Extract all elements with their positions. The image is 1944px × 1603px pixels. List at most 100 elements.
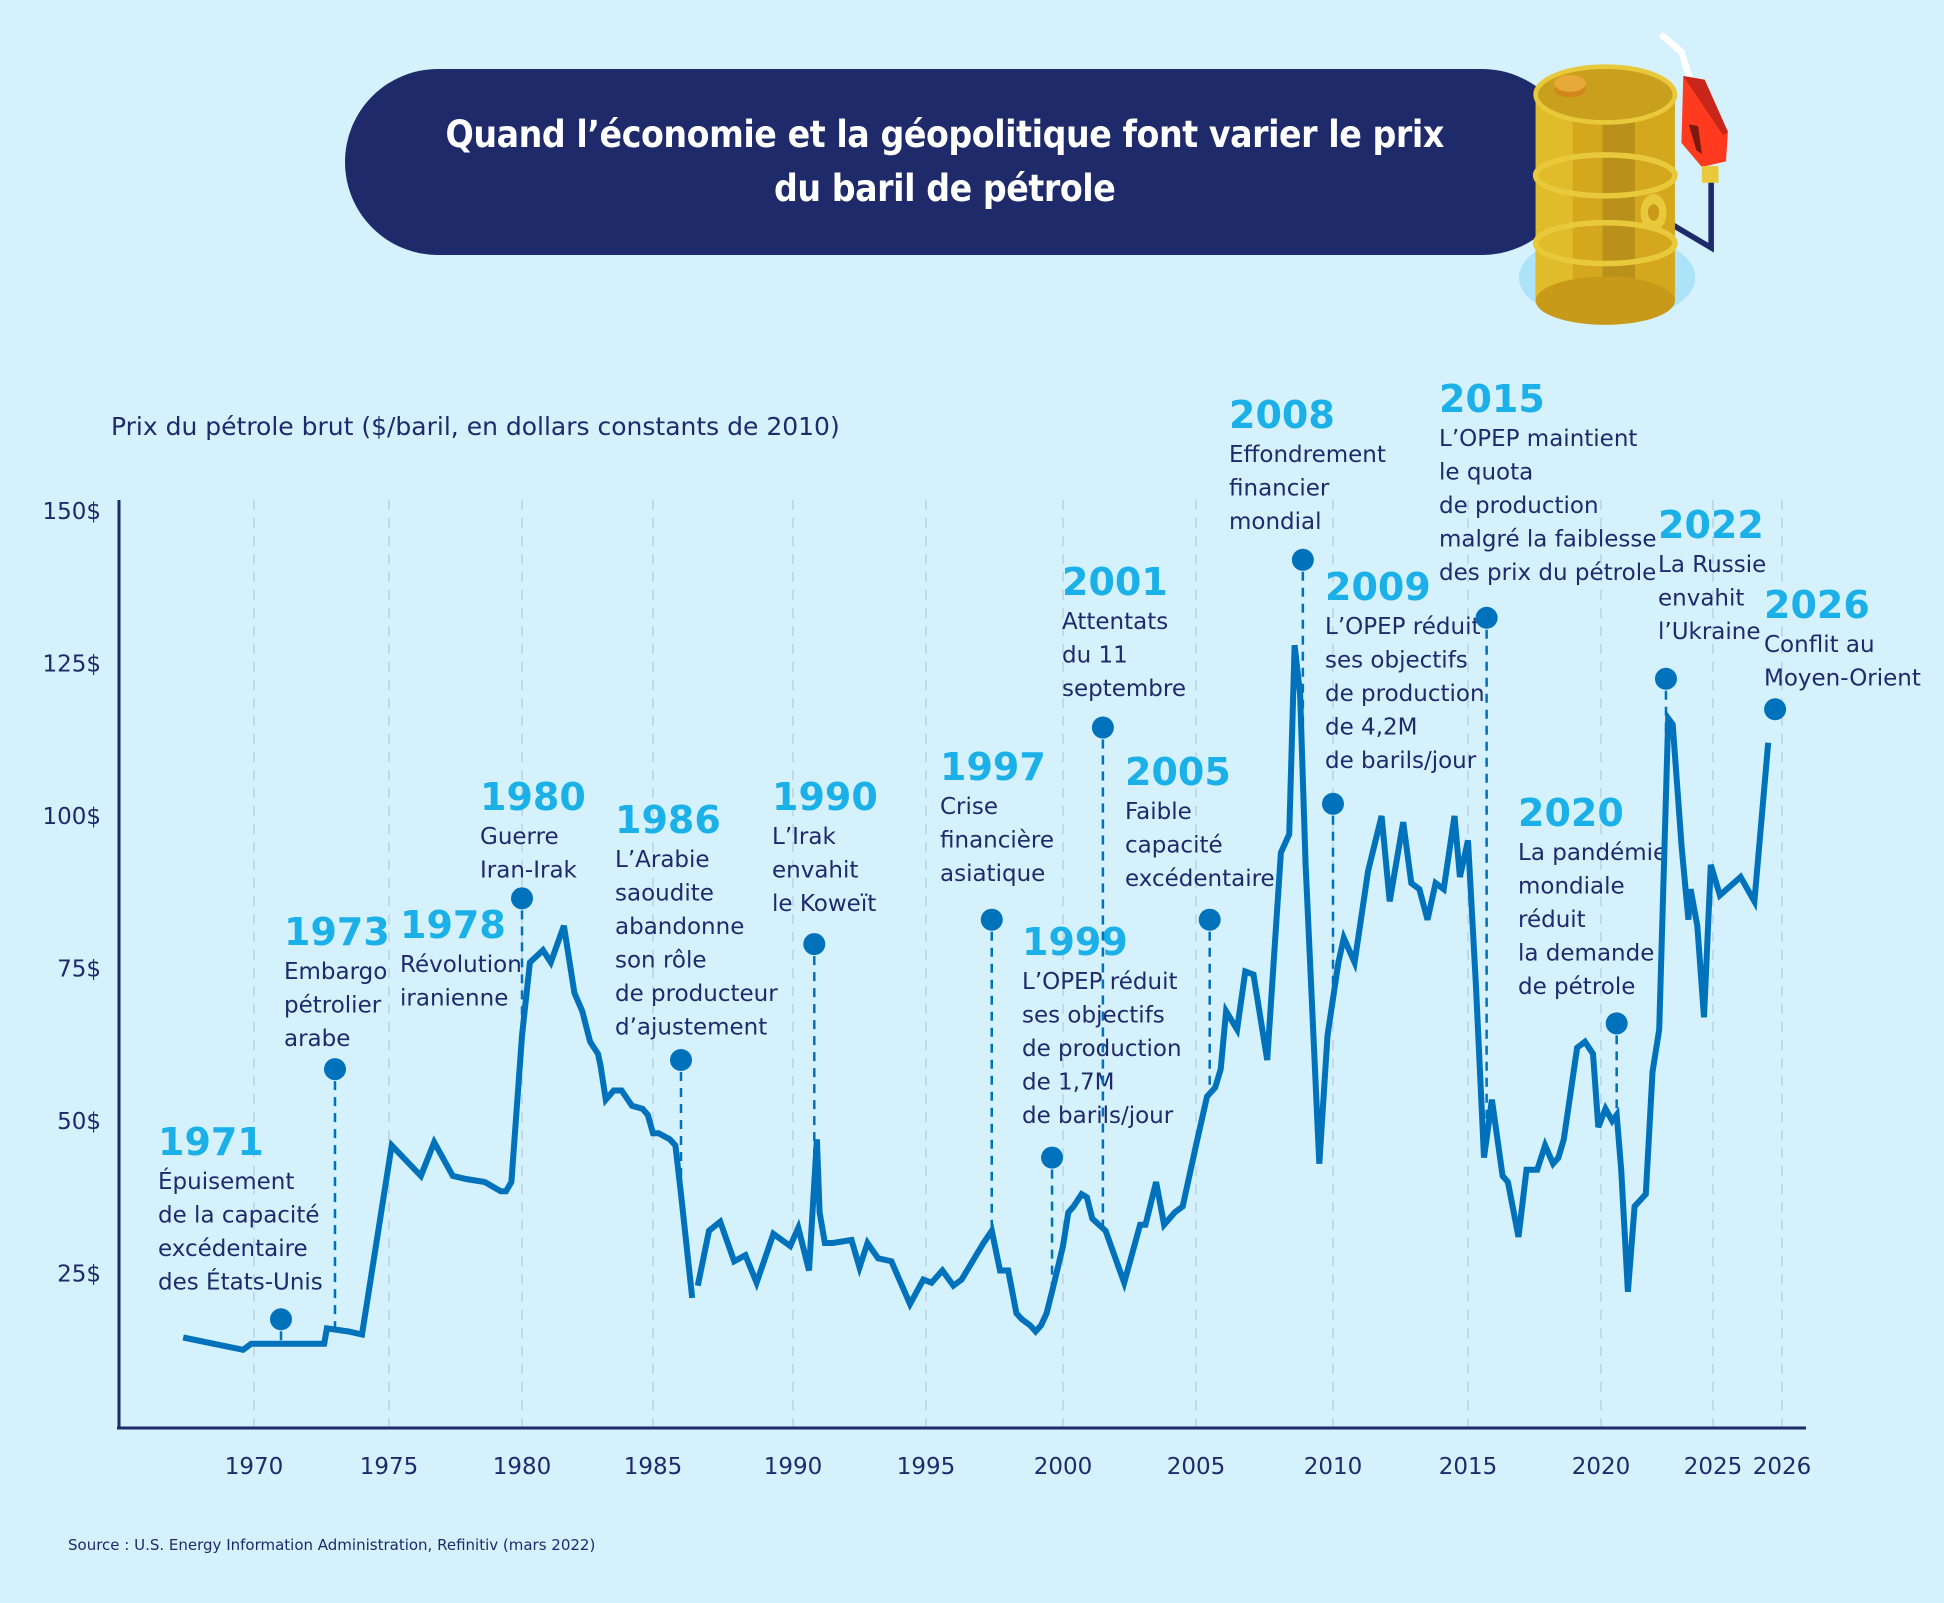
annotation-text-line: iranienne xyxy=(400,986,508,1012)
annotation-2015: 2015 L’OPEP maintient le quota de productio… xyxy=(1439,377,1657,1139)
x-tick-2000: 2000 xyxy=(1034,1454,1093,1480)
annotation-2022: 2022 La Russie envahit l’Ukraine xyxy=(1654,503,1766,797)
annotation-year: 2022 xyxy=(1658,503,1764,547)
y-tick-50: 50$ xyxy=(57,1109,101,1135)
annotation-text-line: le Koweït xyxy=(772,891,876,917)
annotation-text-line: Épuisement xyxy=(158,1167,294,1195)
x-tick-labels: 1970 1975 1980 1985 1990 1995 2000 2005 2010 2015… xyxy=(225,1454,1812,1480)
annotation-2005: 2005 Faible capacité excédentaire xyxy=(1125,750,1275,1094)
y-axis-title: Prix du pétrole brut ($/baril, en dollar… xyxy=(111,412,840,441)
annotation-text-line: excédentaire xyxy=(1125,866,1275,892)
annotation-text-line: L’OPEP maintient xyxy=(1439,426,1637,452)
x-tick-1990: 1990 xyxy=(764,1454,823,1480)
annotation-text-line: de barils/jour xyxy=(1325,748,1477,774)
annotation-marker xyxy=(1764,698,1787,721)
annotation-marker xyxy=(1605,1012,1628,1035)
annotation-marker xyxy=(980,908,1003,931)
annotation-marker xyxy=(670,1049,692,1071)
annotation-text-line: mondial xyxy=(1229,509,1322,535)
annotation-2020: 2020 La pandémie mondiale réduit la demande d… xyxy=(1518,791,1667,1115)
annotation-marker xyxy=(1475,606,1498,629)
x-tick-2005: 2005 xyxy=(1167,1454,1226,1480)
annotation-year: 2015 xyxy=(1439,377,1545,421)
annotation-year: 1999 xyxy=(1022,920,1128,964)
annotation-marker xyxy=(1198,908,1221,931)
annotation-text-line: arabe xyxy=(284,1026,350,1052)
annotation-text-line: du 11 xyxy=(1062,643,1128,669)
annotation-text-line: ses objectifs xyxy=(1022,1003,1165,1029)
annotation-marker xyxy=(511,887,533,910)
annotation-marker xyxy=(803,933,826,956)
chart-title: Quand l’économie et la géopolitique font… xyxy=(446,108,1445,215)
annotation-1973: 1973 Embargo pétrolier arabe xyxy=(284,910,390,1330)
y-tick-125: 125$ xyxy=(42,652,101,678)
annotation-marker xyxy=(270,1308,292,1331)
annotation-1980: 1980 Guerre Iran-Irak xyxy=(480,775,586,1036)
oil-barrel-icon xyxy=(1518,32,1728,325)
annotation-text-line: capacité xyxy=(1125,833,1223,859)
event-annotations: 1971 Épuisement de la capacité excédentaire… xyxy=(158,377,1921,1344)
annotation-text-line: ses objectifs xyxy=(1325,648,1468,674)
annotation-text-line: de producteur xyxy=(615,981,778,1007)
x-tick-2010: 2010 xyxy=(1304,1454,1363,1480)
annotation-2026: 2026 Conflit au Moyen-Orient xyxy=(1764,583,1921,721)
x-tick-1985: 1985 xyxy=(624,1454,683,1480)
annotation-text-line: mondiale xyxy=(1518,874,1625,900)
annotation-text-line: financière xyxy=(940,828,1054,854)
annotation-text-line: Moyen-Orient xyxy=(1764,666,1921,692)
series-line-segment xyxy=(182,924,696,1354)
annotation-year: 1971 xyxy=(158,1120,264,1164)
annotation-text-line: réduit xyxy=(1518,907,1586,933)
x-tick-2026: 2026 xyxy=(1753,1454,1812,1480)
annotation-text-line: Guerre xyxy=(480,824,559,850)
annotation-text-line: La Russie xyxy=(1658,552,1766,578)
annotation-text-line: de production xyxy=(1325,681,1485,707)
annotation-text-line: le quota xyxy=(1439,460,1533,486)
annotation-text-line: de 1,7M xyxy=(1022,1070,1114,1096)
annotation-text-line: envahit xyxy=(1658,586,1744,612)
annotation-text-line: L’OPEP réduit xyxy=(1325,614,1481,640)
annotation-text-line: des prix du pétrole xyxy=(1439,560,1656,586)
annotation-2008: 2008 Effondrement financier mondial xyxy=(1229,393,1386,780)
annotation-text-line: de barils/jour xyxy=(1022,1103,1174,1129)
annotation-1986: 1986 L’Arabie saoudite abandonne son rôle de … xyxy=(615,798,778,1195)
annotation-marker xyxy=(1291,548,1314,571)
annotation-year: 2005 xyxy=(1125,750,1231,794)
y-tick-25: 25$ xyxy=(57,1262,101,1288)
annotation-text-line: Attentats xyxy=(1062,609,1168,635)
annotation-marker xyxy=(1654,667,1677,690)
annotation-text-line: de pétrole xyxy=(1518,974,1635,1000)
annotation-marker xyxy=(1322,792,1344,815)
annotation-text-line: Embargo xyxy=(284,959,387,985)
annotation-2009: 2009 L’OPEP réduit ses objectifs de product… xyxy=(1322,565,1485,999)
annotation-marker xyxy=(324,1058,346,1081)
y-tick-150: 150$ xyxy=(42,499,101,525)
x-tick-2020: 2020 xyxy=(1572,1454,1631,1480)
annotation-1990: 1990 L’Irak envahit le Koweït xyxy=(772,775,878,1184)
annotation-1997: 1997 Crise financière asiatique xyxy=(940,745,1054,1231)
annotation-year: 1986 xyxy=(615,798,721,842)
annotation-year: 2008 xyxy=(1229,393,1335,437)
x-tick-1995: 1995 xyxy=(897,1454,956,1480)
annotation-text-line: l’Ukraine xyxy=(1658,619,1761,645)
annotation-text-line: d’ajustement xyxy=(615,1015,767,1041)
annotation-text-line: Effondrement xyxy=(1229,442,1386,468)
annotation-year: 2026 xyxy=(1764,583,1870,627)
annotation-year: 1978 xyxy=(400,903,506,947)
x-tick-2025: 2025 xyxy=(1684,1454,1743,1480)
annotation-text-line: L’Arabie xyxy=(615,847,710,873)
y-tick-100: 100$ xyxy=(42,804,101,830)
annotation-text-line: de la capacité xyxy=(158,1203,320,1229)
annotation-text-line: envahit xyxy=(772,858,858,884)
annotation-text-line: la demande xyxy=(1518,941,1654,967)
title-banner: Quand l’économie et la géopolitique font… xyxy=(345,69,1575,255)
annotation-year: 2001 xyxy=(1062,560,1168,604)
annotation-text-line: pétrolier xyxy=(284,993,382,1019)
annotation-text-line: de 4,2M xyxy=(1325,715,1417,741)
annotation-text-line: Révolution xyxy=(400,952,522,978)
annotation-2001: 2001 Attentats du 11 septembre xyxy=(1062,560,1186,1229)
annotation-text-line: La pandémie xyxy=(1518,840,1667,866)
annotation-text-line: financier xyxy=(1229,476,1330,502)
annotation-text-line: septembre xyxy=(1062,676,1186,702)
